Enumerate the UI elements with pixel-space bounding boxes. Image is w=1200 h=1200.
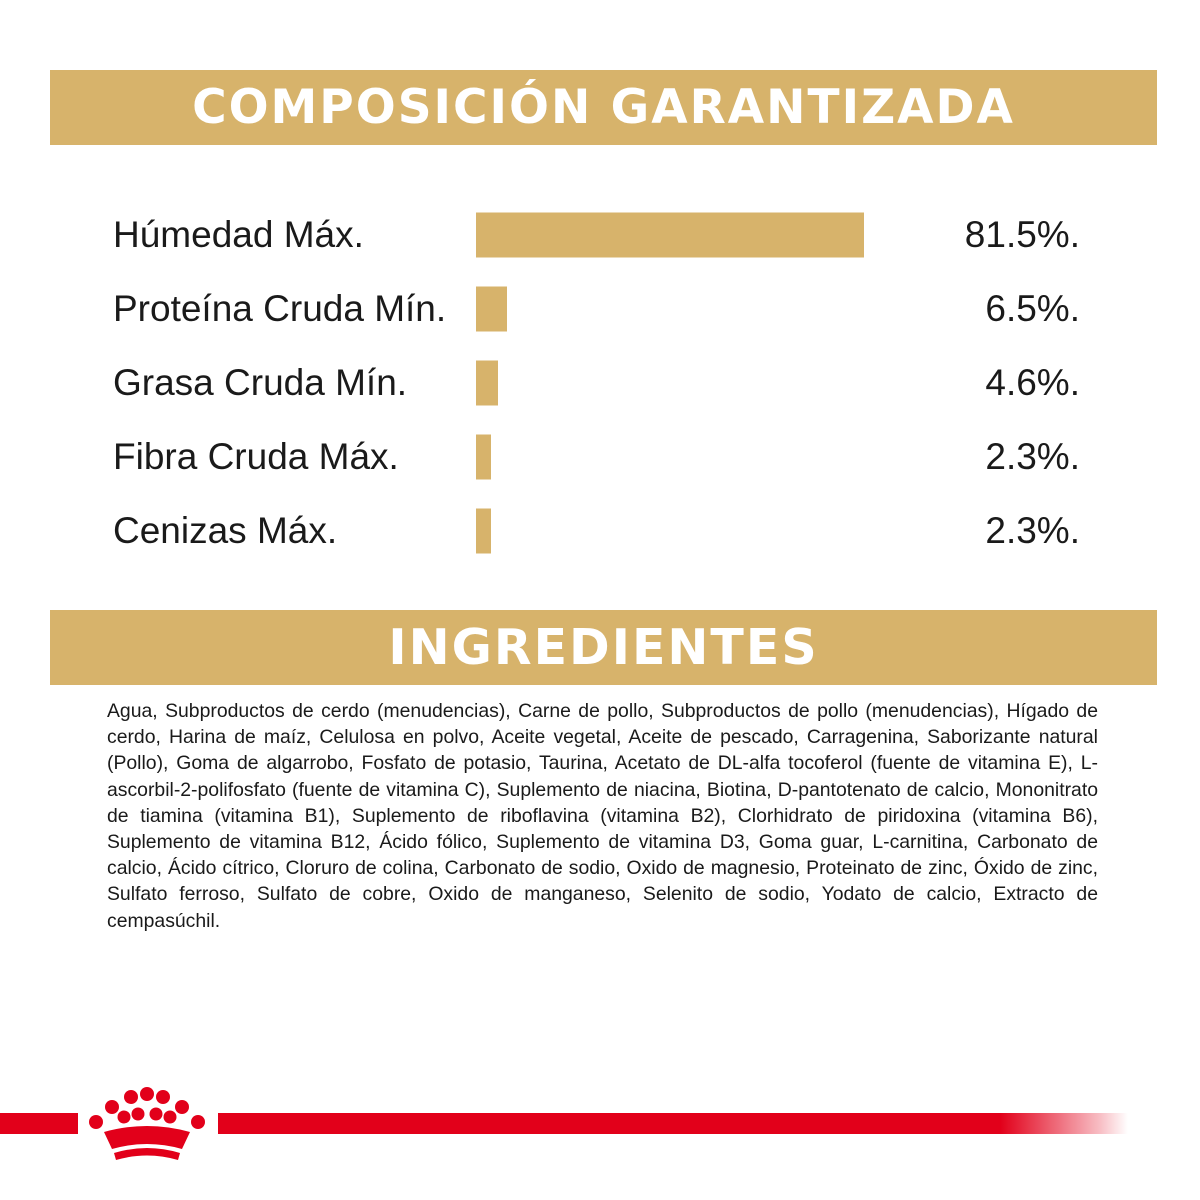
composition-banner: COMPOSICIÓN GARANTIZADA	[50, 70, 1157, 145]
ingredients-text: Agua, Subproductos de cerdo (menudencias…	[107, 700, 1098, 932]
crown-icon	[89, 1087, 205, 1160]
composition-chart: Húmedad Máx. 81.5%. Proteína Cruda Mín. 6.5…	[0, 190, 1200, 580]
bar	[476, 434, 491, 480]
bar	[476, 508, 491, 554]
category-label: Proteína Cruda Mín.	[113, 288, 447, 329]
value-label: 2.3%.	[985, 510, 1080, 551]
value-label: 4.6%.	[985, 362, 1080, 403]
bar	[476, 286, 507, 332]
composition-title: COMPOSICIÓN GARANTIZADA	[192, 80, 1015, 135]
category-label: Húmedad Máx.	[113, 214, 364, 255]
category-label: Fibra Cruda Máx.	[113, 436, 399, 477]
bar	[476, 360, 498, 406]
footer-line-left	[0, 1113, 78, 1134]
bar	[476, 212, 864, 258]
category-label: Cenizas Máx.	[113, 510, 338, 551]
ingredients-banner: INGREDIENTES	[50, 610, 1157, 685]
value-label: 2.3%.	[985, 436, 1080, 477]
value-label: 81.5%.	[964, 214, 1080, 255]
footer-line	[218, 1113, 1128, 1134]
ingredients-title: INGREDIENTES	[388, 619, 819, 676]
category-label: Grasa Cruda Mín.	[113, 362, 408, 403]
value-label: 6.5%.	[985, 288, 1080, 329]
